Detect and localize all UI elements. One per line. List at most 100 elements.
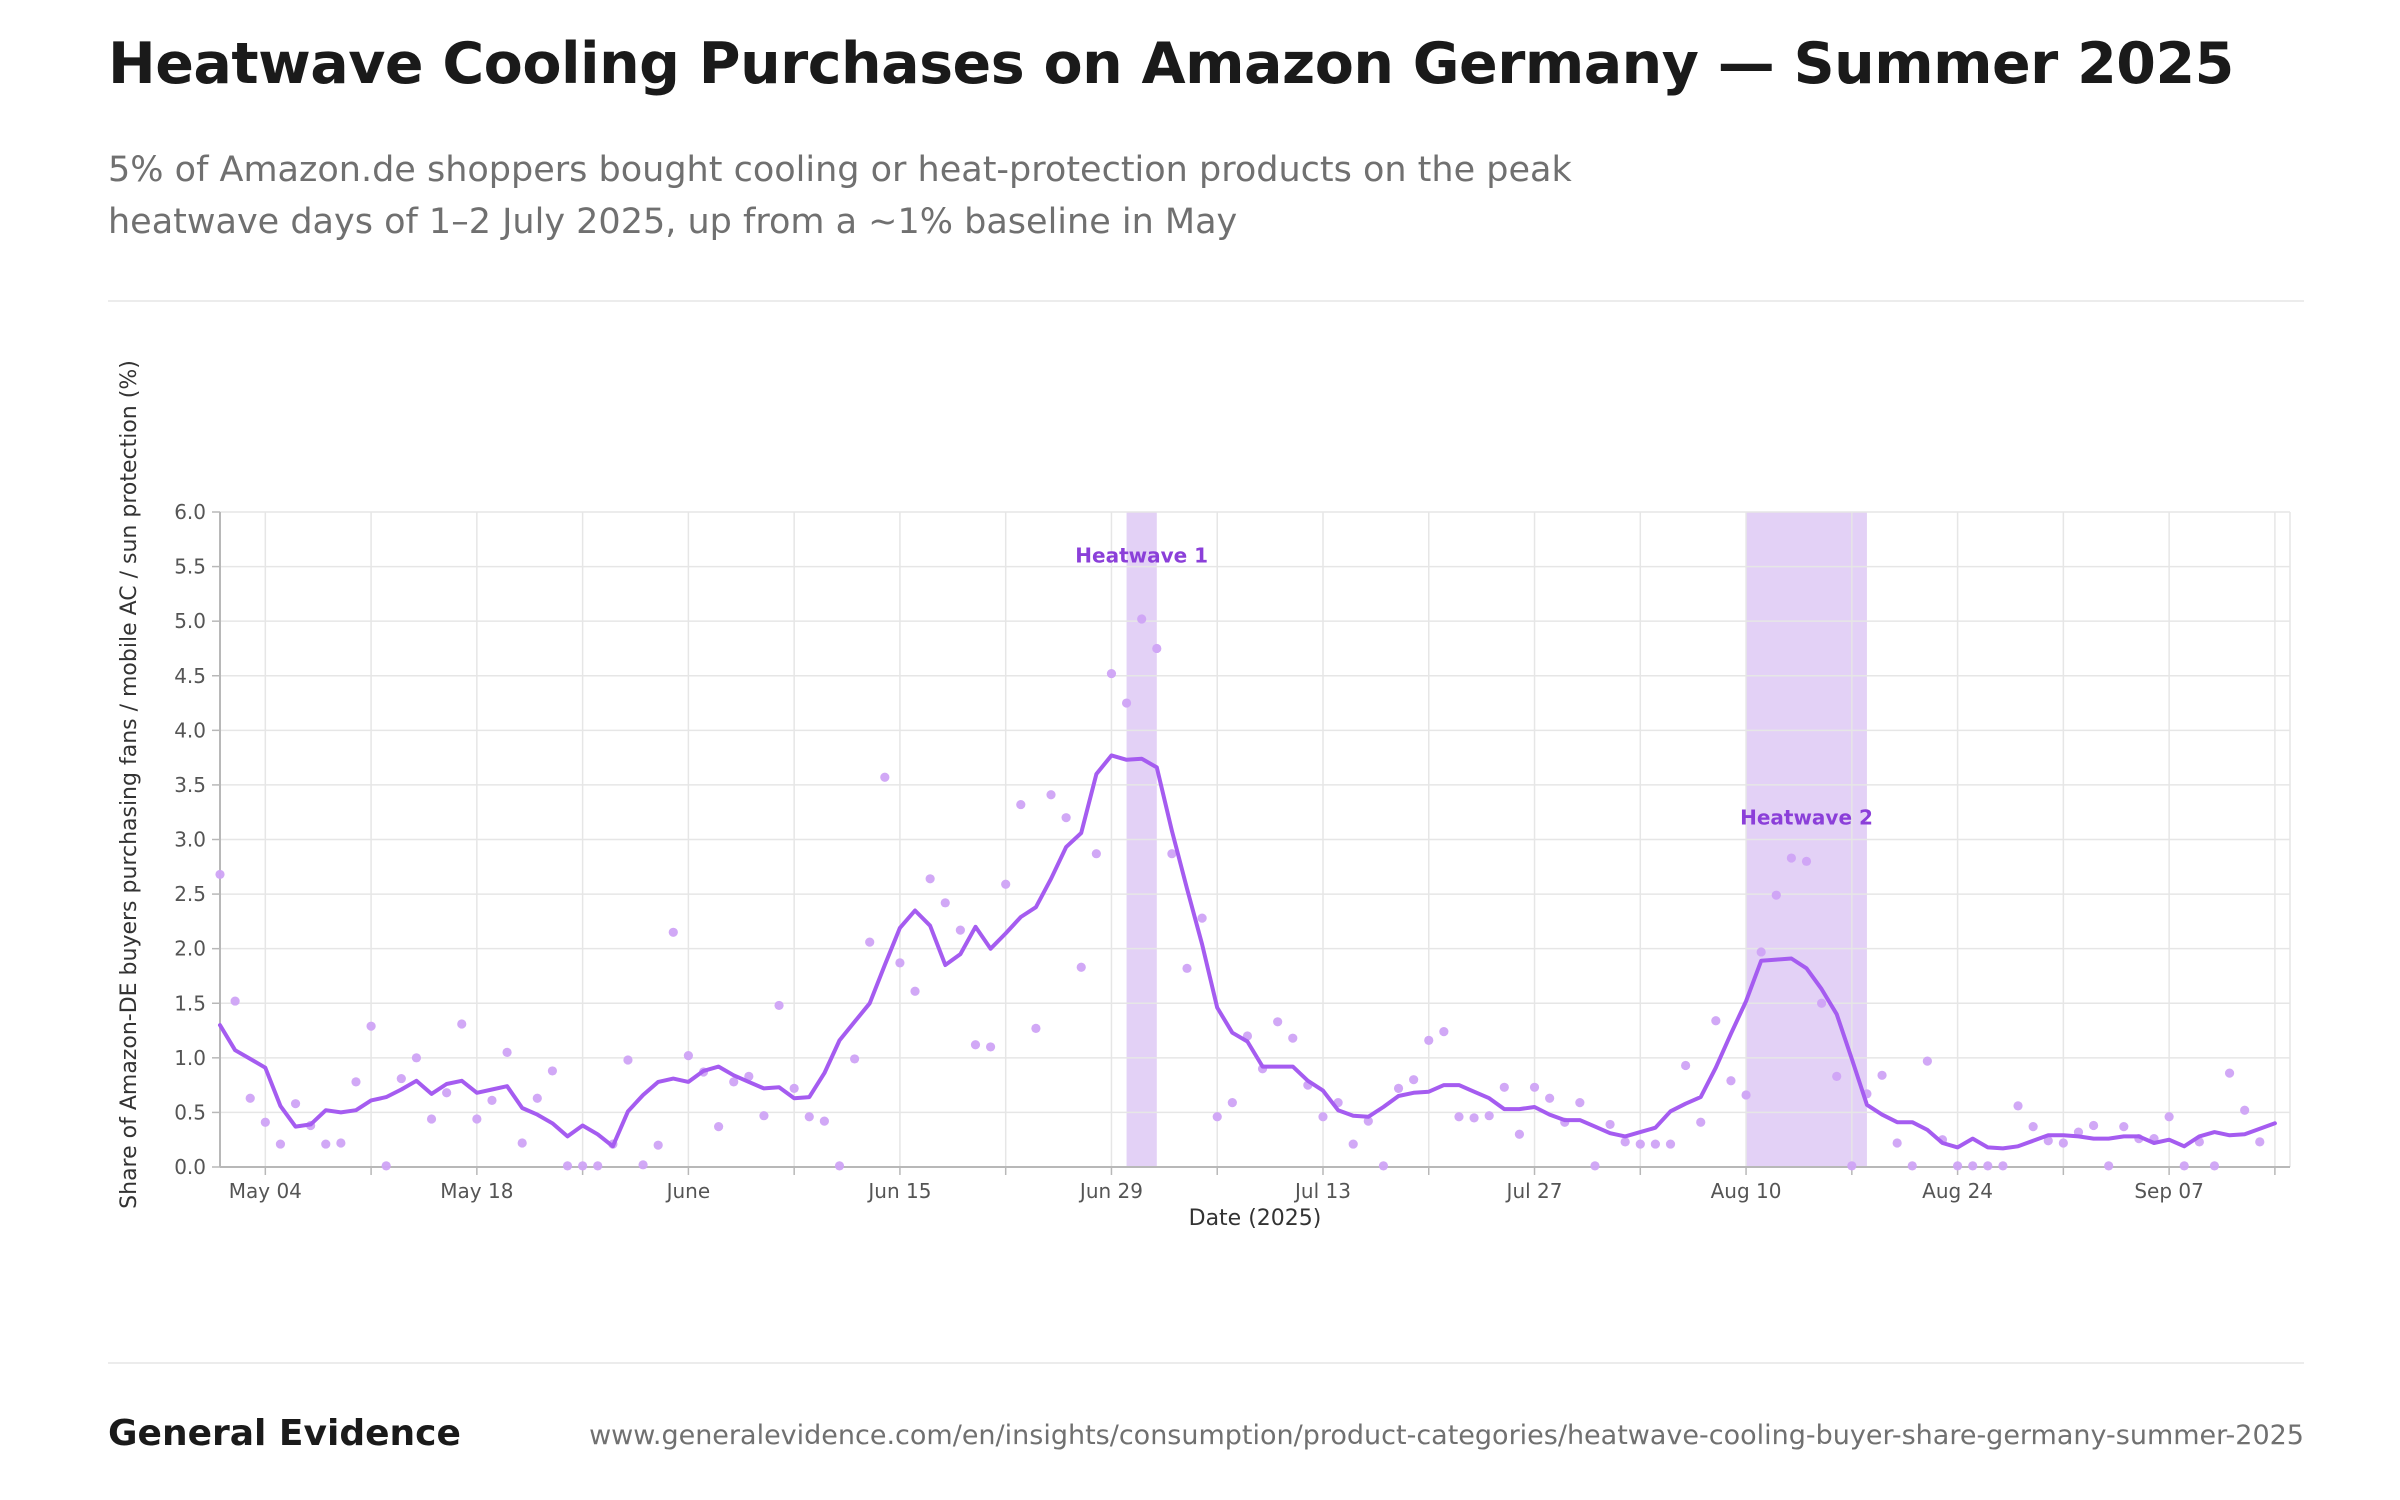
- daily-point: [1650, 1139, 1661, 1149]
- source-url[interactable]: www.generalevidence.com/en/insights/cons…: [589, 1420, 2304, 1451]
- daily-point: [2028, 1122, 2038, 1132]
- daily-point: [623, 1055, 633, 1065]
- bottom-divider: [108, 1362, 2304, 1364]
- daily-point: [1469, 1113, 1479, 1123]
- line-chart: 0.00.51.01.52.02.53.03.54.04.55.05.56.0 …: [117, 360, 2291, 1231]
- axes: [212, 511, 2290, 1175]
- smoothed-line-series: [218, 753, 2277, 1151]
- page-title: Heatwave Cooling Purchases on Amazon Ger…: [108, 31, 2234, 97]
- daily-point: [442, 1088, 452, 1098]
- x-tick-label: May 18: [440, 1179, 513, 1203]
- daily-point: [865, 937, 875, 947]
- y-tick-label: 0.5: [174, 1100, 206, 1124]
- x-tick-label: Sep 07: [2134, 1179, 2204, 1203]
- daily-point: [487, 1095, 497, 1106]
- daily-point: [547, 1066, 558, 1076]
- daily-point: [849, 1054, 860, 1064]
- daily-point: [744, 1071, 754, 1081]
- daily-point: [1892, 1138, 1902, 1148]
- daily-point: [336, 1138, 346, 1148]
- daily-point: [683, 1051, 693, 1061]
- y-tick-label: 0.0: [174, 1155, 206, 1179]
- daily-point: [1998, 1161, 2008, 1171]
- daily-point: [819, 1116, 829, 1126]
- daily-point: [638, 1160, 648, 1170]
- daily-point: [1665, 1139, 1676, 1149]
- daily-point: [970, 1040, 981, 1050]
- daily-point: [2013, 1101, 2023, 1111]
- daily-point: [1907, 1161, 1917, 1171]
- daily-point: [774, 1000, 784, 1011]
- daily-point: [1529, 1082, 1540, 1092]
- daily-point: [260, 1117, 270, 1127]
- daily-point: [759, 1111, 769, 1121]
- daily-point: [2179, 1161, 2189, 1171]
- daily-point: [1061, 813, 1071, 823]
- daily-point: [517, 1138, 527, 1148]
- y-axis-title: Share of Amazon-DE buyers purchasing fan…: [117, 360, 142, 1209]
- daily-point: [2058, 1138, 2068, 1148]
- daily-point: [789, 1083, 799, 1093]
- daily-point: [1983, 1161, 1993, 1171]
- y-tick-label: 1.0: [174, 1046, 206, 1070]
- y-tick-label: 4.5: [174, 664, 206, 688]
- daily-point: [925, 874, 935, 884]
- daily-point: [2209, 1161, 2220, 1171]
- daily-point: [1273, 1017, 1283, 1027]
- daily-point: [1378, 1161, 1389, 1171]
- daily-point: [1575, 1097, 1585, 1108]
- daily-point: [366, 1021, 376, 1031]
- daily-point: [2255, 1137, 2265, 1147]
- daily-point: [1001, 879, 1011, 889]
- daily-point: [714, 1122, 724, 1132]
- daily-point: [1091, 849, 1101, 859]
- heatwave-label-2: Heatwave 2: [1740, 806, 1873, 830]
- smoothed-line: [218, 753, 2277, 1151]
- x-axis-title: Date (2025): [1189, 1206, 1322, 1231]
- daily-point: [2164, 1112, 2174, 1122]
- daily-point: [1620, 1137, 1630, 1147]
- y-tick-label: 3.5: [174, 773, 206, 797]
- daily-point: [834, 1161, 845, 1171]
- daily-point: [578, 1161, 588, 1171]
- daily-point: [290, 1099, 301, 1109]
- daily-point: [1106, 668, 1117, 679]
- daily-point: [532, 1093, 542, 1103]
- daily-point: [321, 1139, 331, 1149]
- y-tick-label: 1.5: [174, 991, 206, 1015]
- daily-point: [1227, 1097, 1237, 1108]
- daily-point: [1288, 1033, 1298, 1043]
- daily-point: [1167, 849, 1177, 859]
- daily-point: [880, 772, 890, 782]
- y-tick-labels: 0.0 0.5 1.0 1.5 2.0 2.5 3.0 3.5 4.0 4.5 5.0 5.5 6.0: [174, 500, 206, 1179]
- daily-point: [1454, 1112, 1464, 1122]
- daily-point: [1952, 1161, 1963, 1171]
- daily-point: [668, 927, 678, 937]
- daily-point: [940, 898, 950, 908]
- x-tick-label: Jul 13: [1293, 1179, 1351, 1203]
- x-tick-label: Aug 24: [1922, 1179, 1993, 1203]
- grid: [220, 511, 2291, 1168]
- daily-point: [1318, 1112, 1328, 1122]
- daily-point: [1031, 1023, 1041, 1033]
- daily-point: [2119, 1122, 2129, 1132]
- daily-point: [1046, 790, 1056, 800]
- daily-point: [1182, 963, 1192, 973]
- daily-point: [351, 1077, 361, 1087]
- x-tick-label: Jun 29: [1078, 1179, 1143, 1203]
- daily-point: [895, 958, 905, 968]
- chart-container: 0.0 0.5 1.0 1.5 2.0 2.5 3.0 3.5 4.0 4.5 5.0 5.5 6.0 …: [108, 320, 2308, 1320]
- daily-point: [2043, 1136, 2053, 1146]
- daily-point: [1348, 1139, 1358, 1149]
- daily-point: [230, 996, 240, 1006]
- daily-point: [1424, 1035, 1434, 1045]
- top-divider: [108, 300, 2304, 302]
- daily-point: [245, 1093, 255, 1103]
- daily-point: [1711, 1016, 1721, 1026]
- daily-point: [1741, 1090, 1751, 1100]
- daily-point: [1499, 1082, 1509, 1092]
- daily-point: [2224, 1068, 2235, 1078]
- daily-point: [1681, 1060, 1691, 1071]
- daily-point: [1726, 1076, 1736, 1086]
- daily-point: [1801, 856, 1812, 866]
